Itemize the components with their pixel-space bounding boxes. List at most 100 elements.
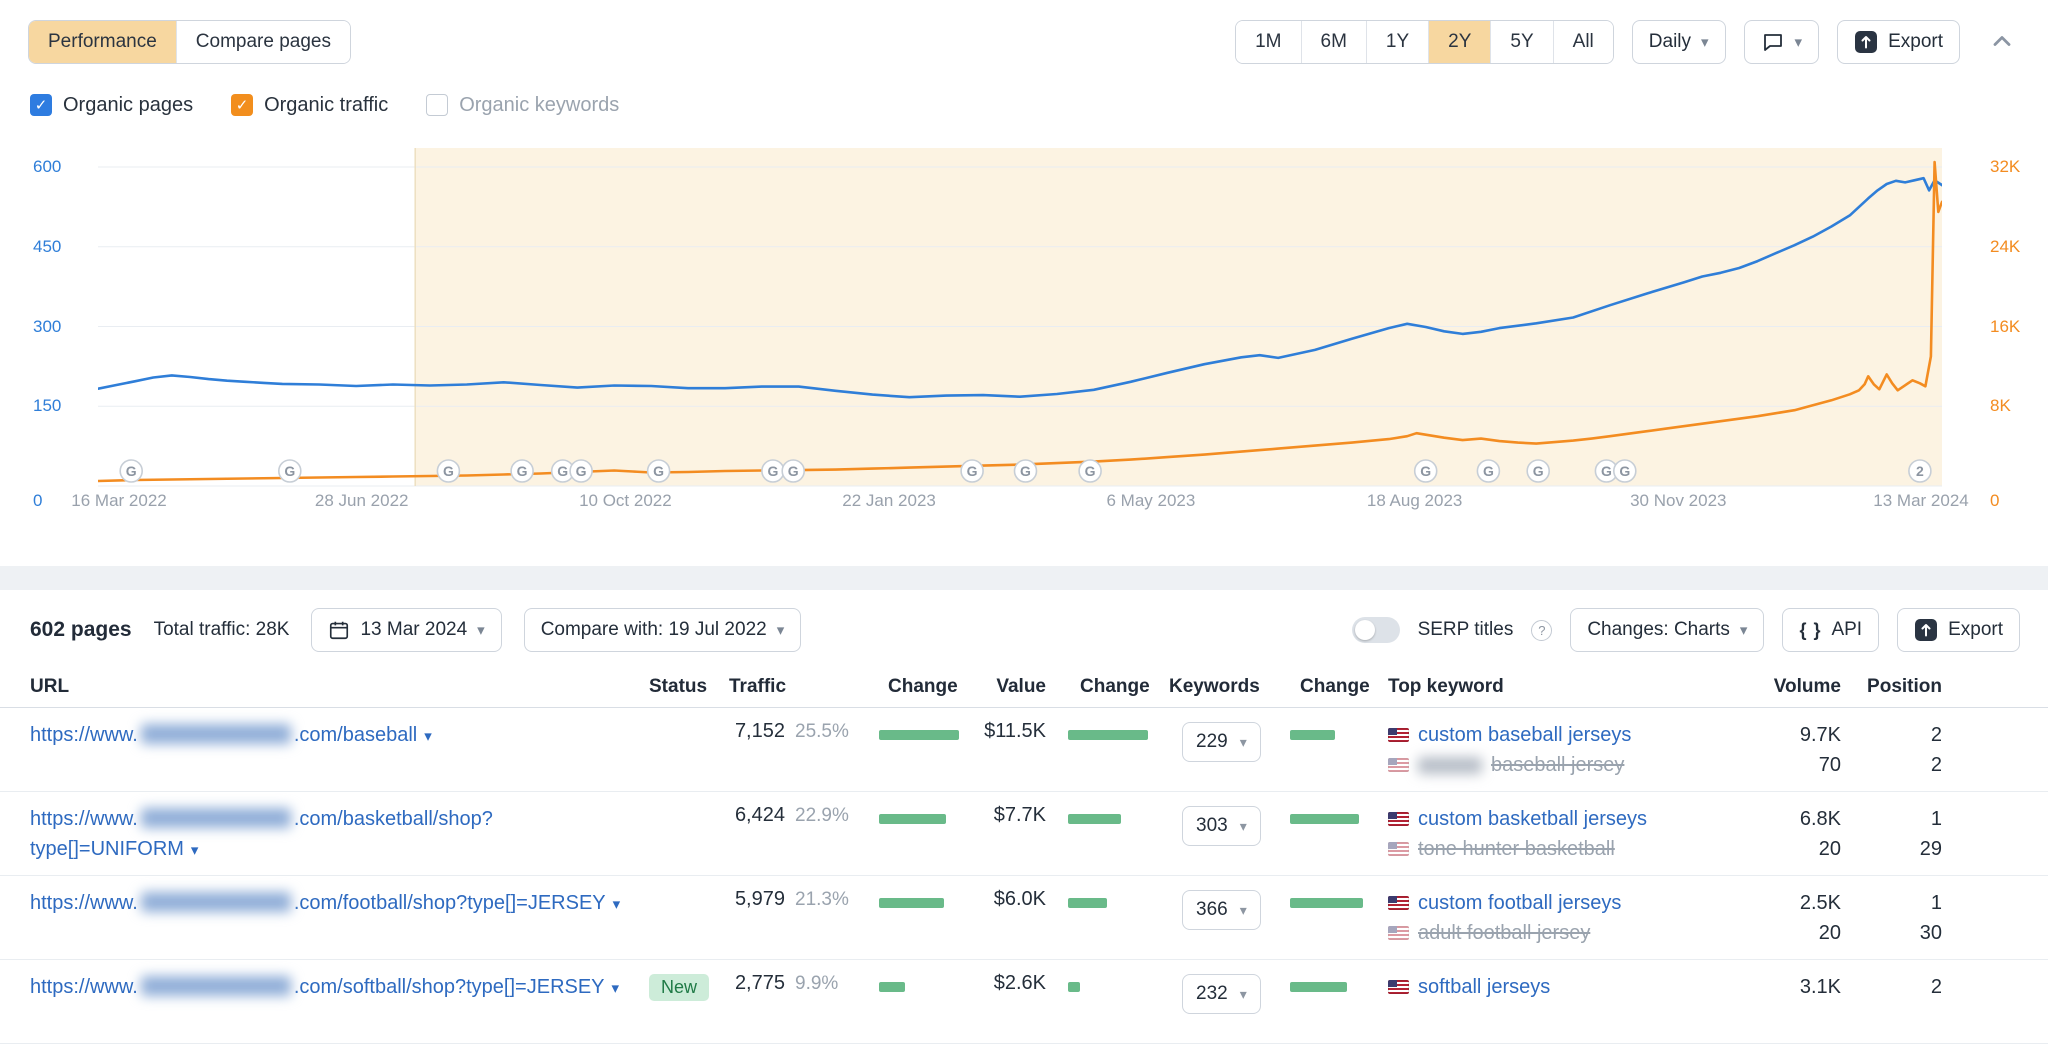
keywords-select[interactable]: 232 [1182, 974, 1261, 1014]
col-header-value[interactable]: Value [970, 676, 1058, 698]
google-update-marker[interactable]: G [511, 460, 533, 482]
position-value: 1 [1845, 888, 1942, 918]
range-2y[interactable]: 2Y [1428, 21, 1490, 63]
changes-dropdown[interactable]: Changes: Charts [1570, 608, 1764, 652]
col-header-change[interactable]: Change [1288, 676, 1380, 698]
col-header-traffic[interactable]: Traffic [725, 676, 875, 698]
y-axis-right-tick: 32K [1990, 156, 2020, 178]
date-picker-button[interactable]: 13 Mar 2024 [311, 608, 501, 652]
range-6m[interactable]: 6M [1301, 21, 1366, 63]
serp-titles-toggle[interactable] [1352, 617, 1400, 643]
y-axis-left-tick: 150 [33, 395, 61, 417]
keyword-text[interactable]: custom baseball jerseys [1418, 724, 1631, 747]
col-header-top-keyword[interactable]: Top keyword [1380, 676, 1745, 698]
granularity-dropdown[interactable]: Daily [1632, 20, 1726, 64]
status-cell: New [640, 960, 725, 1001]
change-bar-cell [1058, 960, 1160, 992]
api-button[interactable]: API [1782, 608, 1879, 652]
legend-organic-pages[interactable]: Organic pages [30, 94, 193, 117]
traffic-share: 21.3% [795, 889, 849, 911]
keyword-text[interactable]: custom football jerseys [1418, 892, 1621, 915]
svg-text:G: G [1020, 463, 1031, 479]
chart-canvas[interactable]: GGGGGGGGGGGGGGGGG2 [98, 140, 1942, 500]
export-button[interactable]: Export [1837, 20, 1960, 64]
position-value: 29 [1845, 834, 1942, 864]
us-flag-icon [1388, 980, 1409, 994]
keywords-select[interactable]: 366 [1182, 890, 1261, 930]
granularity-label: Daily [1649, 31, 1691, 53]
traffic-chart: GGGGGGGGGGGGGGGGG2 015030045060008K16K24… [0, 118, 2048, 518]
event-marker[interactable]: 2 [1909, 460, 1931, 482]
google-update-marker[interactable]: G [1415, 460, 1437, 482]
range-all[interactable]: All [1553, 21, 1613, 63]
google-update-marker[interactable]: G [570, 460, 592, 482]
help-icon[interactable] [1531, 620, 1552, 641]
export-button-table[interactable]: Export [1897, 608, 2020, 652]
us-flag-icon [1388, 842, 1409, 856]
col-header-keywords[interactable]: Keywords [1160, 676, 1288, 698]
google-update-marker[interactable]: G [437, 460, 459, 482]
y-axis-right-tick: 8K [1990, 395, 2011, 417]
keyword-line: tone hunter basketball [1388, 834, 1745, 864]
keywords-cell: 232 [1160, 960, 1288, 1014]
svg-text:G: G [1420, 463, 1431, 479]
range-1y[interactable]: 1Y [1366, 21, 1428, 63]
tab-compare-pages[interactable]: Compare pages [176, 21, 350, 63]
url-link[interactable]: https://www..com/softball/shop?type[]=JE… [30, 976, 619, 998]
calendar-icon [328, 619, 350, 641]
change-bar [1290, 982, 1347, 992]
google-update-marker[interactable]: G [1079, 460, 1101, 482]
checkbox-checked-icon [30, 94, 52, 116]
google-update-marker[interactable]: G [961, 460, 983, 482]
svg-text:G: G [1085, 463, 1096, 479]
range-5y[interactable]: 5Y [1490, 21, 1552, 63]
google-update-marker[interactable]: G [1477, 460, 1499, 482]
keyword-text[interactable]: custom basketball jerseys [1418, 808, 1647, 831]
volume-cell: 9.7K70 [1745, 708, 1845, 780]
y-axis-right-tick: 24K [1990, 236, 2020, 258]
change-bar [879, 814, 946, 824]
col-header-status[interactable]: Status [640, 676, 725, 698]
google-update-marker[interactable]: G [782, 460, 804, 482]
compare-with-button[interactable]: Compare with: 19 Jul 2022 [524, 608, 802, 652]
google-update-marker[interactable]: G [1527, 460, 1549, 482]
col-header-change[interactable]: Change [875, 676, 970, 698]
x-axis-tick: 13 Mar 2024 [1873, 490, 1968, 512]
svg-text:G: G [767, 463, 778, 479]
svg-text:G: G [1601, 463, 1612, 479]
google-update-marker[interactable]: G [1015, 460, 1037, 482]
top-keyword-cell: custom football jerseysadult football je… [1380, 876, 1745, 948]
google-update-marker[interactable]: G [762, 460, 784, 482]
col-header-change[interactable]: Change [1058, 676, 1160, 698]
url-link[interactable]: https://www..com/football/shop?type[]=JE… [30, 892, 620, 914]
top-keyword-cell: custom basketball jerseys tone hunter bas… [1380, 792, 1745, 864]
keywords-select[interactable]: 229 [1182, 722, 1261, 762]
google-update-marker[interactable]: G [120, 460, 142, 482]
volume-value: 20 [1745, 918, 1841, 948]
value-cell: $11.5K [970, 708, 1058, 743]
table-toolbar-right: SERP titles Changes: Charts API Export [1352, 608, 2020, 652]
url-link[interactable]: https://www..com/baseball [30, 724, 432, 746]
google-update-marker[interactable]: G [279, 460, 301, 482]
change-bar-cell [875, 876, 970, 908]
us-flag-icon [1388, 758, 1409, 772]
url-link[interactable]: https://www..com/basketball/shop?type[]=… [30, 808, 493, 860]
legend-organic-traffic[interactable]: Organic traffic [231, 94, 388, 117]
google-update-marker[interactable]: G [1614, 460, 1636, 482]
col-header-position[interactable]: Position [1845, 672, 1949, 702]
svg-text:G: G [967, 463, 978, 479]
col-header-volume[interactable]: Volume [1745, 672, 1845, 702]
url-cell: https://www..com/basketball/shop?type[]=… [0, 792, 640, 866]
position-cell: 130 [1845, 876, 1949, 948]
comments-dropdown[interactable] [1744, 20, 1820, 64]
keyword-text[interactable]: softball jerseys [1418, 976, 1550, 999]
status-badge: New [649, 974, 709, 1001]
legend-organic-keywords[interactable]: Organic keywords [426, 94, 619, 117]
tab-performance[interactable]: Performance [29, 21, 176, 63]
range-1m[interactable]: 1M [1236, 21, 1300, 63]
collapse-panel-button[interactable] [1982, 23, 2022, 62]
google-update-marker[interactable]: G [648, 460, 670, 482]
svg-text:G: G [517, 463, 528, 479]
keywords-select[interactable]: 303 [1182, 806, 1261, 846]
col-header-url[interactable]: URL [0, 672, 640, 702]
